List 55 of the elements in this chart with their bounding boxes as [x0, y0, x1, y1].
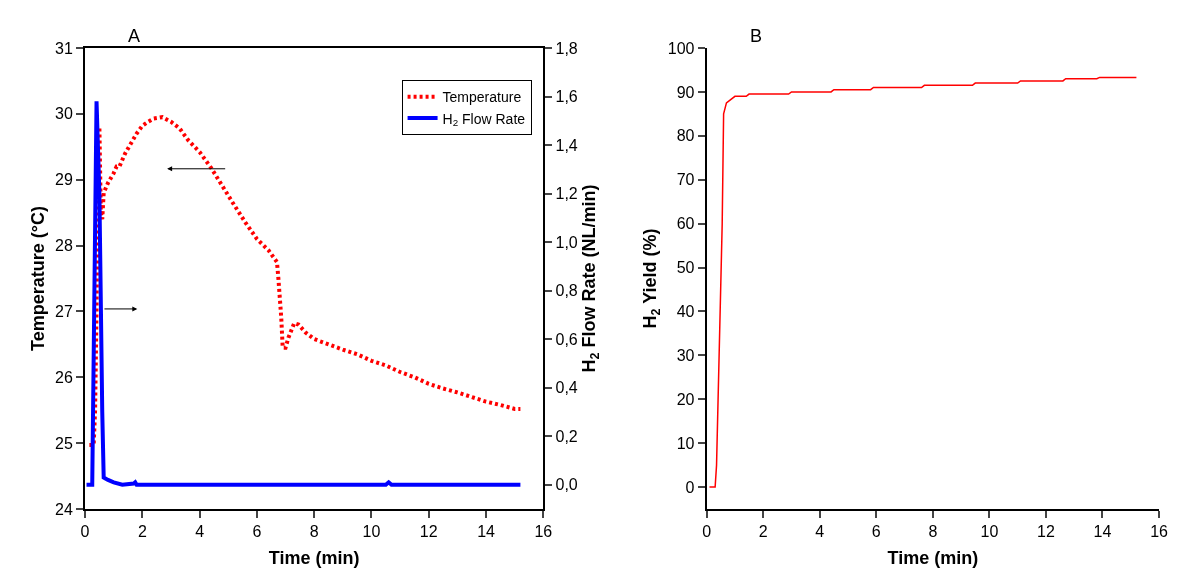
- x-tick-label: 4: [195, 523, 205, 541]
- x-tick-label: 16: [534, 523, 553, 541]
- y-tick-label: 70: [676, 171, 695, 189]
- x-tick-label: 10: [362, 523, 381, 541]
- x-tick-label: 16: [1150, 523, 1169, 541]
- x-axis-title: Time (min): [887, 547, 979, 568]
- y-tick-label: 29: [55, 171, 73, 189]
- x-tick-label: 2: [758, 523, 768, 541]
- y2-tick-label: 0,8: [555, 282, 578, 300]
- x-axis-title: Time (min): [268, 547, 360, 568]
- x-tick-label: 12: [419, 523, 438, 541]
- x-tick-label: 14: [477, 523, 496, 541]
- y-tick-label: 0: [685, 478, 695, 496]
- y-tick-label: 100: [667, 39, 695, 57]
- y-tick-label: 60: [676, 215, 695, 233]
- y2-tick-label: 1,4: [555, 136, 578, 154]
- y-tick-label: 10: [676, 434, 695, 452]
- legend-label: H$_{2}$ Flow Rate: [442, 110, 526, 129]
- x-tick-label: 14: [1093, 523, 1112, 541]
- y2-tick-label: 1,6: [555, 88, 578, 106]
- y-tick-label: 30: [676, 346, 695, 364]
- x-tick-label: 4: [815, 523, 825, 541]
- x-tick-label: 6: [871, 523, 881, 541]
- x-tick-label: 0: [80, 523, 90, 541]
- y-tick-label: 25: [55, 434, 73, 452]
- y-axis-title: Temperature (°C): [27, 206, 48, 351]
- y-tick-label: 80: [676, 127, 695, 145]
- y-tick-label: 27: [55, 303, 73, 321]
- x-tick-label: 8: [309, 523, 319, 541]
- line-series: [708, 76, 1138, 488]
- chart-title: B: [750, 26, 763, 46]
- x-tick-label: 10: [980, 523, 999, 541]
- y2-tick-label: 1,8: [555, 39, 578, 57]
- y2-tick-label: 0,2: [555, 427, 578, 445]
- y-tick-label: 31: [55, 39, 73, 57]
- chart-title: A: [128, 26, 141, 46]
- y-tick-label: 50: [676, 259, 695, 277]
- y2-tick-label: 1,0: [555, 233, 578, 251]
- y2-tick-label: 0,4: [555, 379, 578, 397]
- y2-tick-label: 0,6: [555, 330, 578, 348]
- y2-tick-label: 0,0: [555, 476, 578, 494]
- y-tick-label: 30: [55, 105, 73, 123]
- y-tick-label: 40: [676, 303, 695, 321]
- x-tick-label: 6: [252, 523, 262, 541]
- x-tick-label: 2: [137, 523, 147, 541]
- y-tick-label: 26: [55, 368, 73, 386]
- y-tick-label: 90: [676, 83, 695, 101]
- x-tick-label: 0: [702, 523, 712, 541]
- x-tick-label: 12: [1037, 523, 1055, 541]
- y-tick-label: 28: [55, 237, 73, 255]
- y-tick-label: 24: [55, 500, 73, 518]
- x-tick-label: 8: [928, 523, 938, 541]
- legend-label: Temperature: [442, 89, 522, 106]
- y2-tick-label: 1,2: [555, 185, 578, 203]
- y-tick-label: 20: [676, 390, 695, 408]
